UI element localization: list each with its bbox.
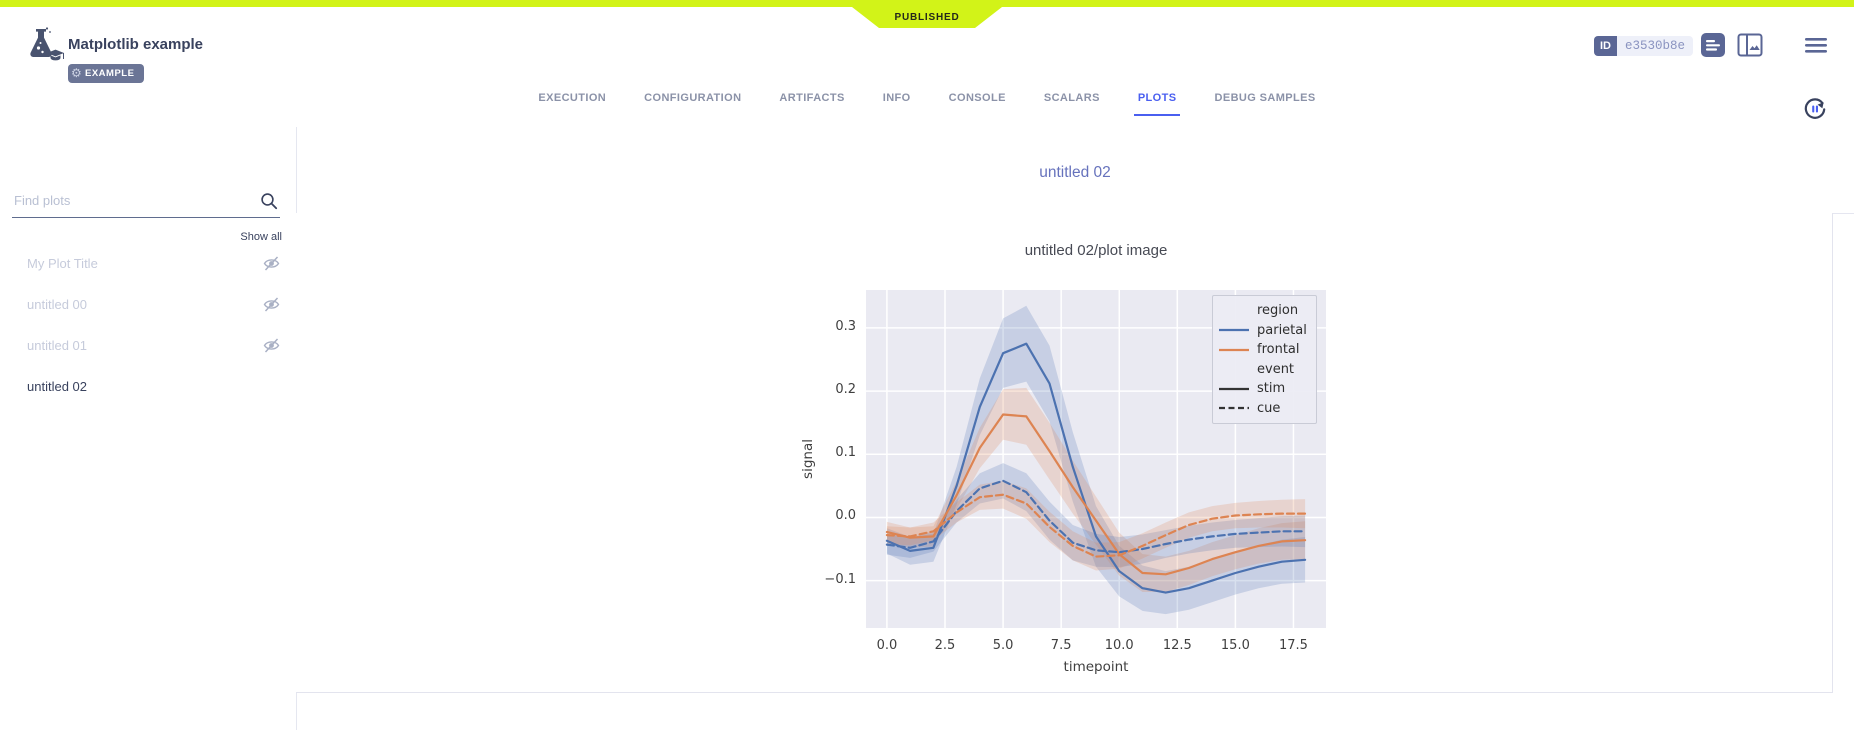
legend-entry: region — [1219, 301, 1310, 321]
search-icon — [261, 193, 278, 210]
plot-group-title: untitled 02 — [1039, 164, 1111, 181]
example-badge-label: EXAMPLE — [85, 68, 135, 79]
y-tick-label: 0.0 — [835, 508, 856, 524]
id-value[interactable]: e3530b8e — [1617, 36, 1694, 56]
tab-console[interactable]: CONSOLE — [948, 92, 1006, 104]
gear-icon: ⚙ — [71, 66, 83, 80]
legend-entry: parietal — [1219, 321, 1310, 341]
plot-figure[interactable]: untitled 02/plot image 0.0 2.5 5.0 7.5 10.0 1… — [790, 242, 1350, 692]
legend-label: parietal — [1257, 322, 1307, 338]
legend-label: stim — [1257, 381, 1286, 397]
legend-label: region — [1257, 303, 1299, 319]
legend-entry: event — [1219, 360, 1310, 380]
legend-entry: stim — [1219, 379, 1310, 399]
split-layout-image-icon[interactable] — [1737, 32, 1763, 58]
legend-swatch — [1219, 386, 1249, 392]
tab-bar: EXECUTION CONFIGURATION ARTIFACTS INFO CONSO… — [0, 92, 1854, 116]
published-ribbon: PUBLISHED — [852, 7, 1002, 28]
y-tick-label: 0.2 — [835, 382, 856, 398]
experiment-title: Matplotlib example — [68, 36, 204, 53]
legend-label: event — [1257, 361, 1295, 377]
x-tick-label: 2.5 — [934, 638, 956, 653]
x-tick-label: 7.5 — [1050, 638, 1072, 653]
tab-scalars[interactable]: SCALARS — [1043, 92, 1100, 104]
plot-item-label: untitled 01 — [27, 338, 87, 353]
example-badge: ⚙ EXAMPLE — [68, 64, 145, 83]
id-badge: ID — [1594, 36, 1617, 56]
legend-swatch — [1219, 405, 1249, 411]
legend-entry: cue — [1219, 399, 1310, 419]
search-input[interactable] — [12, 189, 280, 218]
x-tick-label: 0.0 — [876, 638, 898, 653]
tab-info[interactable]: INFO — [882, 92, 911, 104]
y-tick-label: −0.1 — [824, 571, 856, 587]
legend-label: cue — [1257, 400, 1281, 416]
x-tick-label: 5.0 — [992, 638, 1014, 653]
x-axis-label: timepoint — [1063, 659, 1129, 675]
legend-label: frontal — [1257, 342, 1300, 358]
tab-configuration[interactable]: CONFIGURATION — [644, 92, 742, 104]
status-strip — [0, 0, 1854, 7]
find-plots-search — [12, 189, 280, 218]
eye-off-icon[interactable] — [263, 255, 280, 272]
plot-item-label: untitled 00 — [27, 297, 87, 312]
axes-canvas — [866, 290, 1326, 628]
x-tick-label: 17.5 — [1278, 638, 1308, 653]
plot-title: untitled 02/plot image — [1024, 242, 1168, 259]
eye-off-icon[interactable] — [263, 296, 280, 313]
y-axis-label: signal — [800, 439, 816, 479]
plot-list: My Plot Title untitled 00 untitled 01 untit… — [0, 243, 296, 407]
x-tick-label: 10.0 — [1104, 638, 1134, 653]
legend-swatch — [1219, 347, 1249, 353]
eye-off-icon[interactable] — [263, 337, 280, 354]
y-tick-label: 0.3 — [835, 318, 856, 334]
experiment-logo-icon — [30, 27, 64, 61]
legend-entry: frontal — [1219, 340, 1310, 360]
tab-debug-samples[interactable]: DEBUG SAMPLES — [1214, 92, 1316, 104]
plot-item-label: untitled 02 — [27, 379, 87, 394]
plot-list-item[interactable]: untitled 00 — [0, 284, 296, 325]
x-tick-label: 12.5 — [1162, 638, 1192, 653]
tab-plots[interactable]: PLOTS — [1133, 92, 1181, 116]
hamburger-menu-icon[interactable] — [1803, 32, 1829, 58]
chart-legend: region parietal frontal event stim cue — [1212, 295, 1317, 424]
plot-item-label: My Plot Title — [27, 256, 98, 271]
plot-list-item[interactable]: untitled 02 — [0, 366, 296, 407]
legend-swatch — [1219, 327, 1249, 333]
auto-refresh-icon[interactable] — [1801, 95, 1829, 123]
details-panel-icon[interactable] — [1700, 32, 1726, 58]
show-all-link[interactable]: Show all — [240, 231, 282, 243]
published-label: PUBLISHED — [894, 12, 960, 23]
tab-execution[interactable]: EXECUTION — [538, 92, 607, 104]
tab-artifacts[interactable]: ARTIFACTS — [779, 92, 845, 104]
plots-sidebar: Show all My Plot Title untitled 00 untitle… — [0, 127, 297, 730]
plot-list-item[interactable]: My Plot Title — [0, 243, 296, 284]
y-tick-label: 0.1 — [835, 445, 856, 461]
x-tick-label: 15.0 — [1220, 638, 1250, 653]
plot-list-item[interactable]: untitled 01 — [0, 325, 296, 366]
experiment-id: ID e3530b8e — [1594, 36, 1694, 56]
